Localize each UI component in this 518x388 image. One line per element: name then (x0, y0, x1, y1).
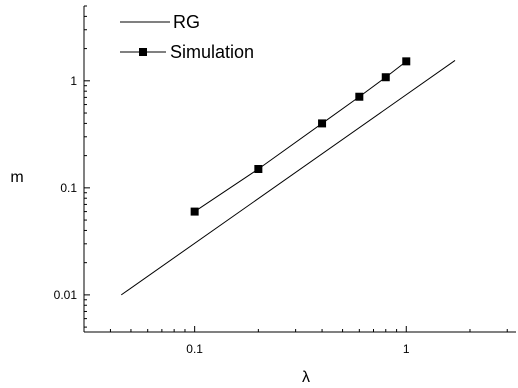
x-axis-label: λ (302, 369, 310, 386)
simulation-data-point (355, 92, 364, 101)
simulation-data-point (254, 165, 263, 173)
x-tick-label: 0.1 (186, 342, 203, 356)
y-tick-label: 0.01 (54, 288, 78, 302)
y-tick-label: 0.1 (60, 181, 77, 195)
axes (83, 6, 516, 333)
simulation-series-line (194, 60, 407, 213)
y-tick-label: 1 (70, 74, 77, 88)
rg-series-line (120, 60, 456, 296)
simulation-data-point (318, 119, 327, 128)
legend-simulation-label: Simulation (170, 42, 254, 62)
legend: RG Simulation (120, 12, 254, 62)
simulation-data-point (402, 57, 411, 66)
x-tick-label: 1 (403, 342, 410, 356)
legend-simulation-marker (139, 48, 147, 56)
ticks: 0.1 1 0.01 0.1 1 (54, 5, 508, 356)
y-axis-label: m (10, 169, 23, 186)
legend-rg-label: RG (173, 12, 200, 32)
series-layer (120, 57, 456, 296)
simulation-data-point (190, 207, 199, 216)
simulation-data-point (381, 73, 390, 82)
